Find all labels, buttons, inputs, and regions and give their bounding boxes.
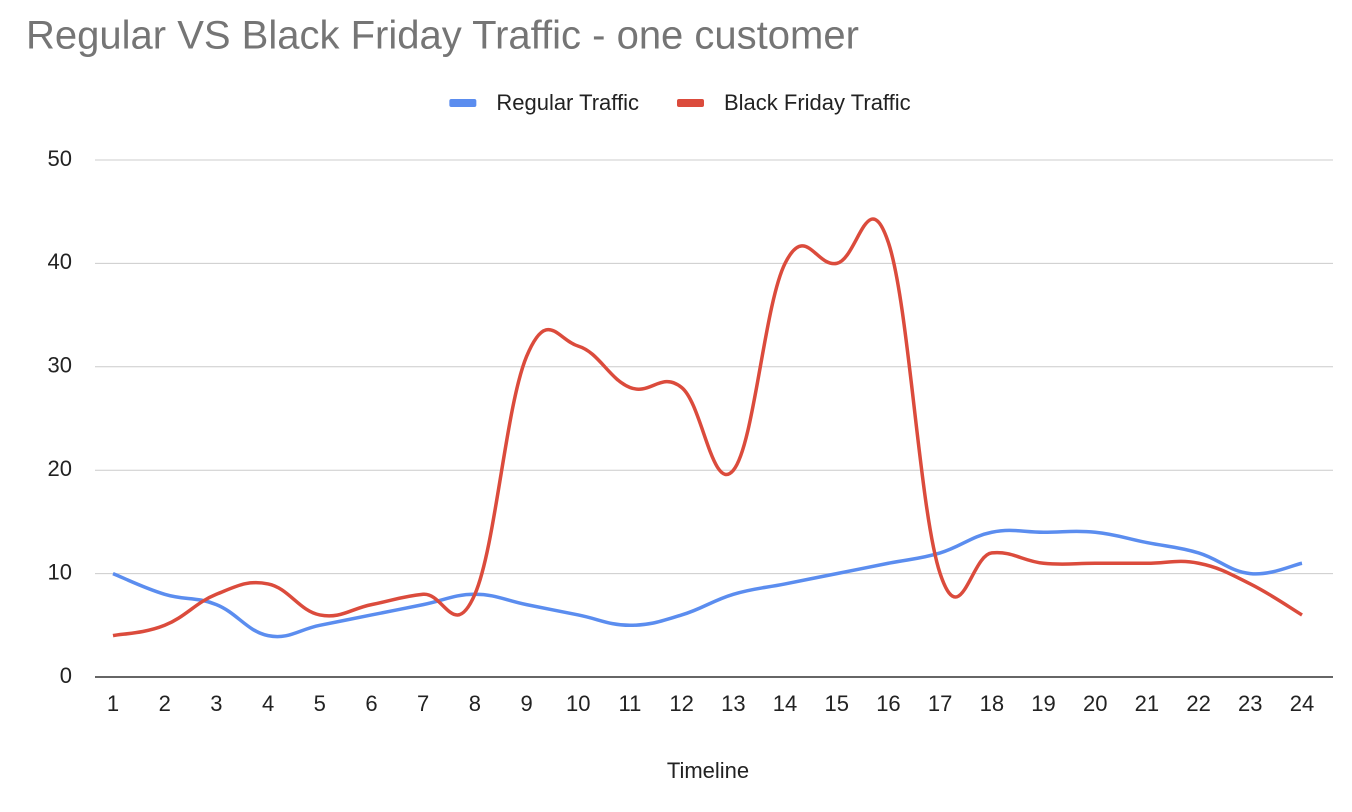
x-tick-label: 23 xyxy=(1238,691,1262,716)
y-tick-label: 40 xyxy=(48,249,72,274)
x-tick-label: 7 xyxy=(417,691,429,716)
y-tick-label: 20 xyxy=(48,456,72,481)
x-tick-label: 9 xyxy=(520,691,532,716)
x-tick-label: 18 xyxy=(980,691,1004,716)
x-tick-label: 4 xyxy=(262,691,274,716)
x-tick-label: 12 xyxy=(669,691,693,716)
x-tick-label: 13 xyxy=(721,691,745,716)
legend-label: Black Friday Traffic xyxy=(724,90,911,115)
y-tick-label: 0 xyxy=(60,663,72,688)
y-tick-label: 50 xyxy=(48,146,72,171)
x-tick-label: 19 xyxy=(1031,691,1055,716)
x-tick-label: 15 xyxy=(824,691,848,716)
line-series xyxy=(112,528,1303,639)
x-tick-label: 11 xyxy=(619,691,642,716)
legend-label: Regular Traffic xyxy=(496,90,639,115)
legend-swatch xyxy=(449,99,477,107)
x-tick-label: 1 xyxy=(107,691,119,716)
chart-title: Regular VS Black Friday Traffic - one cu… xyxy=(26,14,859,58)
x-tick-label: 10 xyxy=(566,691,590,716)
x-tick-label: 24 xyxy=(1290,691,1314,716)
legend-swatch xyxy=(677,99,704,107)
x-tick-label: 5 xyxy=(314,691,326,716)
x-tick-label: 6 xyxy=(365,691,377,716)
y-tick-label: 10 xyxy=(48,559,72,584)
x-tick-label: 3 xyxy=(210,691,222,716)
x-tick-label: 20 xyxy=(1083,691,1107,716)
x-tick-label: 8 xyxy=(469,691,481,716)
x-tick-label: 17 xyxy=(928,691,952,716)
x-tick-label: 16 xyxy=(876,691,900,716)
x-axis-label: Timeline xyxy=(667,758,749,783)
x-tick-label: 2 xyxy=(159,691,171,716)
line-series xyxy=(112,217,1303,638)
x-tick-label: 22 xyxy=(1186,691,1210,716)
x-tick-label: 14 xyxy=(773,691,797,716)
x-tick-label: 21 xyxy=(1135,691,1159,716)
y-tick-label: 30 xyxy=(48,353,72,378)
